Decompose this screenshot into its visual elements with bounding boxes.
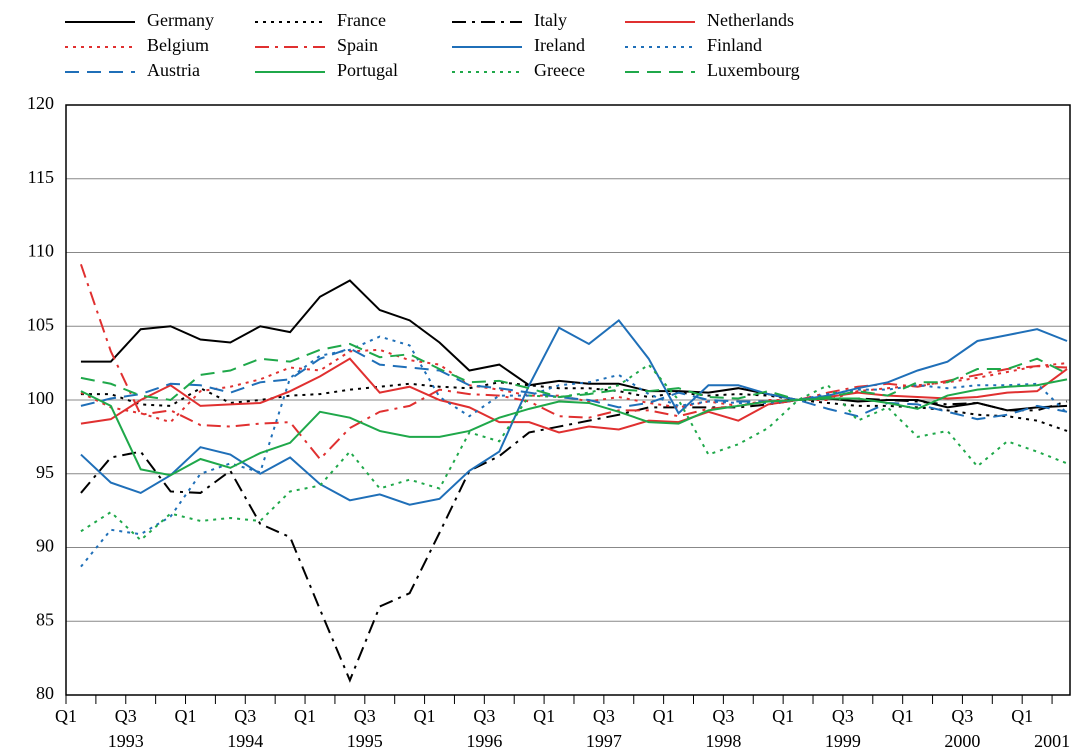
data-line: [80, 381, 1068, 432]
y-tick-label: 85: [36, 609, 54, 629]
x-group-label: 1996: [466, 731, 502, 751]
data-line: [80, 363, 1068, 542]
x-tick-label: Q1: [55, 706, 77, 726]
data-line: [80, 347, 1068, 421]
legend-label: Belgium: [147, 35, 209, 55]
legend-label: Austria: [147, 60, 200, 80]
legend-label: Ireland: [534, 35, 585, 55]
x-tick-label: Q3: [473, 706, 495, 726]
data-line: [80, 357, 1068, 434]
y-tick-label: 115: [28, 167, 54, 187]
y-tick-label: 110: [28, 241, 54, 261]
legend-label: Portugal: [337, 60, 398, 80]
x-tick-label: Q1: [892, 706, 914, 726]
y-tick-label: 120: [27, 93, 54, 113]
data-line: [80, 279, 1068, 412]
x-group-label: 1993: [108, 731, 144, 751]
x-tick-label: Q3: [951, 706, 973, 726]
y-tick-label: 100: [27, 388, 54, 408]
legend-label: Finland: [707, 35, 762, 55]
x-group-label: 1994: [227, 731, 263, 751]
y-tick-label: 95: [36, 462, 54, 482]
x-group-label: 1998: [705, 731, 741, 751]
data-line: [80, 378, 1068, 477]
x-tick-label: Q1: [533, 706, 555, 726]
legend-label: Spain: [337, 35, 378, 55]
x-tick-label: Q1: [414, 706, 436, 726]
y-tick-label: 80: [36, 683, 54, 703]
x-tick-label: Q3: [593, 706, 615, 726]
legend-label: Greece: [534, 60, 585, 80]
data-line: [80, 318, 1068, 506]
legend-label: Netherlands: [707, 10, 794, 30]
x-group-label: 1995: [347, 731, 383, 751]
x-tick-label: Q3: [115, 706, 137, 726]
x-tick-label: Q1: [772, 706, 794, 726]
x-tick-label: Q1: [175, 706, 197, 726]
x-tick-label: Q1: [653, 706, 675, 726]
data-line: [80, 335, 1068, 568]
x-tick-label: Q1: [1011, 706, 1033, 726]
legend-label: Luxembourg: [707, 60, 800, 80]
x-tick-label: Q1: [294, 706, 316, 726]
x-group-label: 2001: [1034, 731, 1070, 751]
legend-label: Germany: [147, 10, 214, 30]
legend-label: Italy: [534, 10, 567, 30]
y-tick-label: 105: [27, 314, 54, 334]
data-line: [80, 397, 1068, 683]
data-line: [79, 263, 1068, 461]
x-tick-label: Q3: [832, 706, 854, 726]
x-group-label: 1997: [586, 731, 622, 751]
legend-label: France: [337, 10, 386, 30]
x-tick-label: Q3: [234, 706, 256, 726]
x-group-label: 1999: [825, 731, 861, 751]
plot-frame: [65, 104, 1071, 696]
x-group-label: 2000: [944, 731, 980, 751]
x-tick-label: Q3: [354, 706, 376, 726]
data-line: [80, 342, 1068, 402]
x-tick-label: Q3: [712, 706, 734, 726]
y-tick-label: 90: [36, 536, 54, 556]
